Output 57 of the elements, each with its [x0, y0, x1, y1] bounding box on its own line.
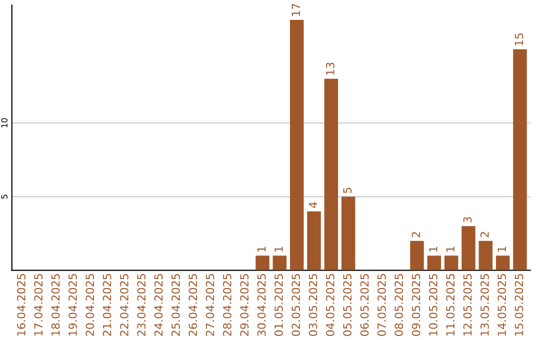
x-tick-label: 09.05.2025	[412, 274, 420, 336]
data-label: 13	[326, 62, 334, 75]
x-tick-label: 27.04.2025	[206, 274, 214, 336]
data-label: 4	[308, 202, 318, 208]
x-tick-label: 06.05.2025	[360, 274, 369, 336]
data-label: 3	[463, 217, 472, 222]
bar	[324, 78, 338, 270]
x-tick-label: 22.04.2025	[120, 274, 128, 336]
bar	[272, 256, 287, 270]
x-tick-label: 10.05.2025	[428, 274, 438, 336]
data-label: 1	[429, 246, 438, 252]
bar	[427, 256, 442, 270]
data-label: 1	[498, 246, 506, 252]
data-label: 1	[257, 246, 266, 252]
bar	[444, 256, 458, 270]
x-tick-label: 25.04.2025	[171, 274, 180, 336]
data-label: 1	[446, 246, 454, 252]
bar	[496, 256, 510, 270]
x-tick-label: 03.05.2025	[308, 274, 318, 336]
x-tick-label: 14.05.2025	[498, 274, 506, 336]
data-label: 15	[514, 33, 524, 46]
x-tick-label: 17.04.2025	[34, 274, 43, 336]
x-tick-label: 11.05.2025	[446, 274, 455, 336]
data-label: 17	[292, 4, 300, 16]
x-tick-label: 18.04.2025	[51, 274, 60, 336]
x-tick-label: 23.04.2025	[137, 274, 146, 336]
bar	[256, 256, 270, 270]
x-tick-label: 12.05.2025	[463, 274, 472, 336]
data-label: 1	[274, 246, 283, 252]
x-tick-label: 30.04.2025	[257, 274, 266, 336]
x-tick-label: 08.05.2025	[394, 274, 404, 336]
bar	[478, 240, 493, 270]
x-tick-label: 26.04.2025	[188, 274, 198, 336]
bar	[307, 211, 321, 270]
data-label: 2	[412, 232, 420, 238]
x-tick-label: 29.04.2025	[240, 274, 249, 336]
x-tick-label: 05.05.2025	[343, 274, 352, 336]
x-tick-label: 28.04.2025	[222, 274, 232, 336]
x-tick-label: 15.05.2025	[514, 274, 524, 336]
x-tick-label: 01.05.2025	[274, 274, 283, 336]
x-tick-label: 24.04.2025	[154, 274, 163, 336]
data-label: 5	[343, 188, 352, 193]
x-tick-label: 07.05.2025	[377, 274, 386, 336]
x-tick-label: 04.05.2025	[326, 274, 334, 336]
data-label: 2	[480, 232, 489, 238]
x-tick-label: 19.04.2025	[68, 274, 77, 336]
x-tick-label: 16.04.2025	[17, 274, 26, 336]
bar	[513, 49, 527, 270]
x-tick-label: 13.05.2025	[480, 274, 489, 336]
bar	[290, 20, 304, 270]
bar	[410, 240, 424, 270]
bar	[341, 196, 356, 270]
x-tick-label: 20.04.2025	[86, 274, 94, 336]
x-tick-label: 21.04.2025	[102, 274, 112, 336]
bar	[462, 226, 476, 270]
y-tick-label: 10	[1, 118, 8, 128]
x-tick-label: 02.05.2025	[292, 274, 300, 336]
